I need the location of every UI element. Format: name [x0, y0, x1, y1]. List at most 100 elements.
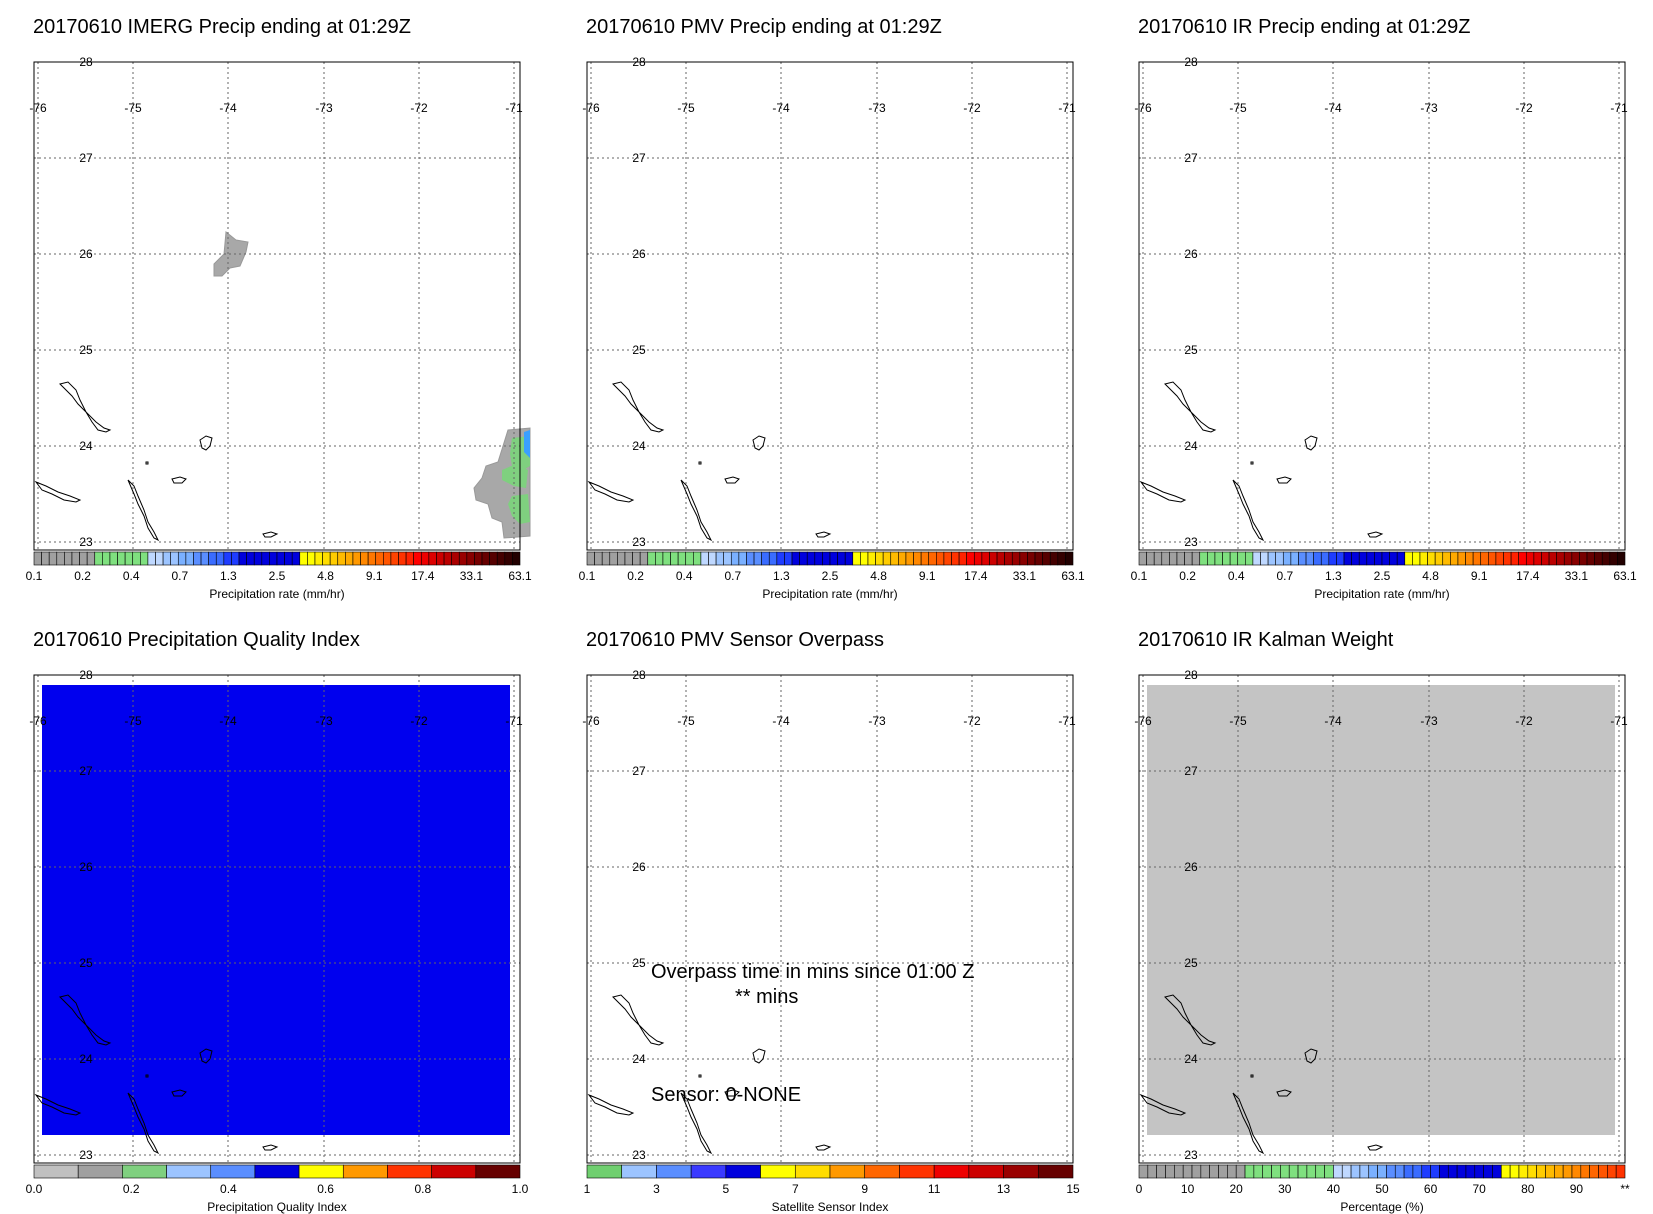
- colorbar-swatch: [913, 551, 922, 566]
- lat-label: 28: [632, 668, 646, 682]
- colorbar-swatch: [768, 551, 778, 566]
- colorbar-swatch: [1227, 1164, 1237, 1179]
- coast-segment: [680, 1092, 713, 1155]
- colorbar-swatch: [1288, 1164, 1299, 1179]
- colorbar-swatch: [1615, 1164, 1626, 1179]
- lat-label: 25: [1184, 343, 1198, 357]
- colorbar-swatch: [451, 551, 460, 566]
- colorbar-swatch: [1586, 551, 1595, 566]
- colorbar-swatch: [1156, 1164, 1166, 1179]
- plot-frame: [33, 674, 521, 1164]
- panel-sensor-overpass: 20170610 PMV Sensor Overpass -76 -75 -74 -7…: [582, 613, 1103, 1214]
- map-plot: -76 -75 -74 -73 -72 -71 28 27 26 25 24 23: [582, 55, 1076, 566]
- colorbar-swatch: [1480, 551, 1489, 566]
- colorbar-swatch: [875, 551, 884, 566]
- lat-label: 23: [1184, 1148, 1198, 1162]
- colorbar-swatch: [899, 1164, 935, 1179]
- colorbar-swatch: [185, 551, 194, 566]
- map-plot: -76 -75 -74 -73 -72 -71 28 27 26 25 24 23: [29, 668, 523, 1179]
- colorbar-swatch: [1598, 1164, 1608, 1179]
- lat-label: 26: [632, 247, 646, 261]
- coast-segment: [724, 476, 740, 484]
- colorbar-tick-label: 0.4: [675, 569, 693, 583]
- colorbar-swatch: [124, 551, 134, 566]
- colorbar-swatch: [1483, 1164, 1493, 1179]
- coast-segment: [587, 480, 635, 503]
- lat-label: 23: [632, 535, 646, 549]
- colorbar-swatch: [1275, 551, 1284, 566]
- lon-label: -72: [410, 714, 428, 728]
- lon-label: -73: [315, 101, 333, 115]
- colorbar-swatch: [345, 551, 354, 566]
- colorbar-swatch: [1297, 1164, 1308, 1179]
- precip-cell-green: [508, 494, 530, 524]
- colorbar-swatch: [162, 551, 171, 566]
- colorbar-swatch: [1328, 551, 1337, 566]
- colorbar-swatch: [1389, 551, 1398, 566]
- colorbar-swatch: [1456, 1164, 1467, 1179]
- colorbar: [586, 551, 1074, 566]
- colorbar-swatch: [246, 551, 255, 566]
- panel-pmv-precip: 20170610 PMV Precip ending at 01:29Z -76…: [579, 0, 1103, 601]
- overpass-value: ** mins: [735, 986, 799, 1008]
- colorbar-swatch: [806, 551, 816, 566]
- lon-label: -76: [29, 101, 47, 115]
- colorbar-swatch: [1439, 1164, 1449, 1179]
- colorbar-swatch: [621, 1164, 657, 1179]
- colorbar-swatch: [367, 551, 377, 566]
- colorbar-swatch: [253, 551, 263, 566]
- colorbar-tick-label: 63.1: [1613, 569, 1637, 583]
- colorbar-swatch: [1065, 551, 1074, 566]
- colorbar-swatch: [155, 551, 164, 566]
- colorbar-swatch: [1200, 1164, 1210, 1179]
- lon-label: -72: [410, 101, 428, 115]
- colorbar-swatch: [958, 551, 967, 566]
- coast-segment: [145, 461, 149, 465]
- colorbar-tick-label: 1.3: [220, 569, 237, 583]
- colorbar-swatch: [390, 551, 399, 566]
- colorbar-swatch: [1427, 551, 1436, 566]
- lat-label: 27: [632, 151, 646, 165]
- colorbar-tick-label: 60: [1423, 1182, 1438, 1196]
- panel-title: 20170610 PMV Sensor Overpass: [586, 629, 884, 651]
- colorbar-swatch: [132, 551, 141, 566]
- colorbar-swatch: [1545, 1164, 1555, 1179]
- coastline: [1139, 994, 1384, 1155]
- colorbar-tick-label: 0: [1135, 1182, 1143, 1196]
- colorbar-swatch: [1500, 1164, 1511, 1179]
- colorbar-title: Precipitation rate (mm/hr): [209, 587, 345, 601]
- lat-label: 25: [1184, 956, 1198, 970]
- colorbar-swatch: [322, 551, 331, 566]
- coast-segment: [815, 1144, 832, 1151]
- colorbar-swatch: [1324, 1164, 1334, 1179]
- colorbar-tick-label: 0.4: [122, 569, 140, 583]
- colorbar-swatch: [1386, 1164, 1396, 1179]
- colorbar-swatch: [1165, 1164, 1175, 1179]
- colorbar-swatch: [1536, 1164, 1546, 1179]
- colorbar-swatch: [1457, 551, 1466, 566]
- coast-segment: [724, 1089, 740, 1097]
- panel-title: 20170610 IR Kalman Weight: [1138, 629, 1394, 651]
- colorbar-swatch: [223, 551, 232, 566]
- lon-label: -72: [963, 714, 981, 728]
- colorbar-swatch: [94, 551, 103, 566]
- coast-segment: [1367, 531, 1384, 538]
- lat-label: 24: [632, 1052, 646, 1066]
- coast-segment: [1250, 1074, 1254, 1078]
- lat-label: 25: [632, 343, 646, 357]
- colorbar-swatch: [170, 551, 179, 566]
- colorbar-tick-label: 1.0: [511, 1182, 529, 1196]
- coast-segment: [815, 531, 832, 538]
- colorbar-tick-label: 1.3: [1325, 569, 1342, 583]
- colorbar-tick-label: 0.7: [171, 569, 189, 583]
- colorbar-tick-label: 0.2: [627, 569, 644, 583]
- colorbar-swatch: [867, 551, 876, 566]
- colorbar-swatch: [1146, 551, 1155, 566]
- sensor-label: Sensor: 0-NONE: [651, 1084, 802, 1106]
- colorbar-swatch: [1199, 551, 1208, 566]
- lon-label: -76: [29, 714, 47, 728]
- colorbar-swatch: [56, 551, 65, 566]
- lat-label: 28: [79, 668, 93, 682]
- colorbar-tick-label: 30: [1278, 1182, 1292, 1196]
- lat-label: 28: [1184, 55, 1198, 69]
